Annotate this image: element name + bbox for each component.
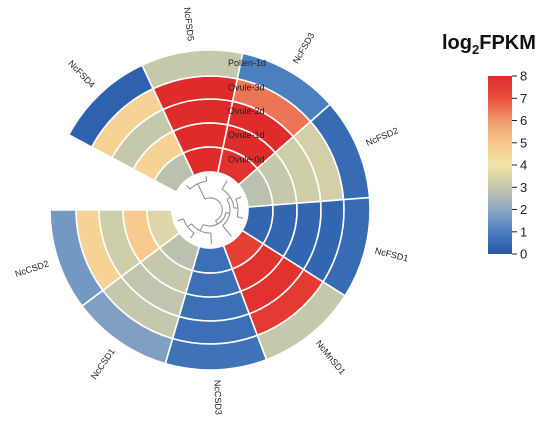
dendro-node-7-b (199, 224, 204, 231)
legend-title: log2FPKM (442, 32, 536, 57)
colorbar-tick-label-1: 1 (520, 224, 527, 239)
sample-label-Ovule-2d: Ovule-2d (228, 106, 265, 116)
dendro-root-a (197, 183, 206, 200)
sample-labels: Ovule-0d Ovule-1d Ovule-2d Ovule-3d Pollen-1… (228, 58, 266, 165)
colorbar (488, 76, 512, 254)
gene-label-NcFSD2: NcFSD2 (364, 125, 399, 147)
dendro-node-1-a (186, 185, 191, 190)
colorbar-tick-label-8: 8 (520, 69, 527, 84)
colorbar-tick-label-0: 0 (520, 247, 527, 262)
legend-title-sub: 2 (472, 42, 479, 57)
dendro-node-3-a (221, 180, 228, 190)
dendro-node-7-a (225, 212, 230, 214)
colorbar-tick-label-7: 7 (520, 91, 527, 106)
gene-label-NcCSD3: NcCSD3 (212, 380, 223, 415)
legend-title-main: log (442, 32, 472, 54)
dendro-node-7-arc (202, 212, 227, 227)
gene-label-NcFSD1: NcFSD1 (374, 246, 409, 264)
sample-label-Ovule-0d: Ovule-0d (228, 155, 265, 165)
dendrogram (177, 176, 244, 244)
dendro-node-4-arc (222, 199, 231, 226)
sample-label-Pollen-1d: Pollen-1d (228, 58, 266, 68)
dendro-root-arc (204, 197, 223, 222)
heatmap-cells (49, 49, 371, 371)
legend-title-tail: FPKM (479, 32, 536, 54)
dendro-node-5-b (177, 218, 184, 222)
gene-label-NcFSD3: NcFSD3 (291, 31, 317, 65)
sample-label-Ovule-1d: Ovule-1d (228, 130, 265, 140)
gene-label-NcCSD2: NcCSD2 (14, 258, 50, 279)
gene-label-NcFSD4: NcFSD4 (66, 58, 97, 90)
dendro-node-4-b (222, 225, 232, 237)
heatmap-cell-NcCSD3-Ovule-1d (184, 267, 242, 298)
colorbar-tick-label-3: 3 (520, 180, 527, 195)
gene-label-NcMnSD1: NcMnSD1 (314, 338, 348, 376)
gene-label-NcFSD5: NcFSD5 (182, 7, 196, 42)
dendro-node-1-b (205, 176, 208, 182)
dendro-node-6-arc (191, 223, 211, 234)
gene-label-NcCSD1: NcCSD1 (89, 347, 117, 381)
dendro-root-b (215, 220, 218, 225)
sample-label-Ovule-3d: Ovule-3d (228, 83, 265, 93)
colorbar-tick-label-2: 2 (520, 202, 527, 217)
dendro-node-2-b (237, 216, 244, 219)
colorbar-tick-label-4: 4 (520, 158, 527, 173)
dendro-node-6-b (187, 223, 192, 228)
colorbar-tick-label-5: 5 (520, 135, 527, 150)
dendro-node-4-a (226, 196, 231, 200)
colorbar-ticks: 0 1 2 3 4 5 6 7 8 (512, 69, 527, 262)
colorbar-tick-label-6: 6 (520, 113, 527, 128)
dendro-node-5-a (190, 232, 195, 239)
heatmap-cell-NcCSD2-Pollen-1d (49, 209, 104, 308)
dendro-node-2-a (235, 196, 242, 200)
